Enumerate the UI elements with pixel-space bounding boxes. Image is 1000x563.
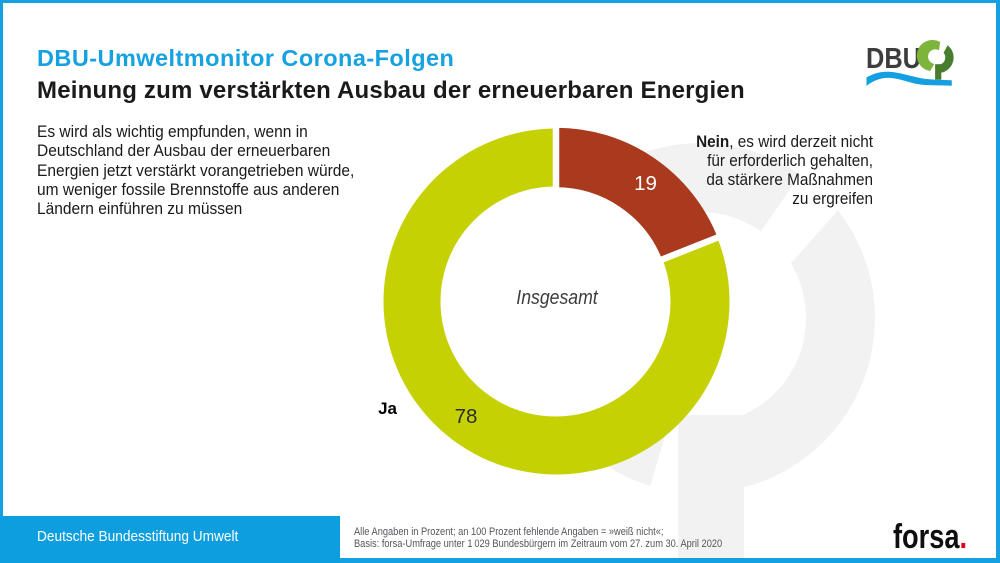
svg-text:DBU: DBU [866, 43, 921, 75]
